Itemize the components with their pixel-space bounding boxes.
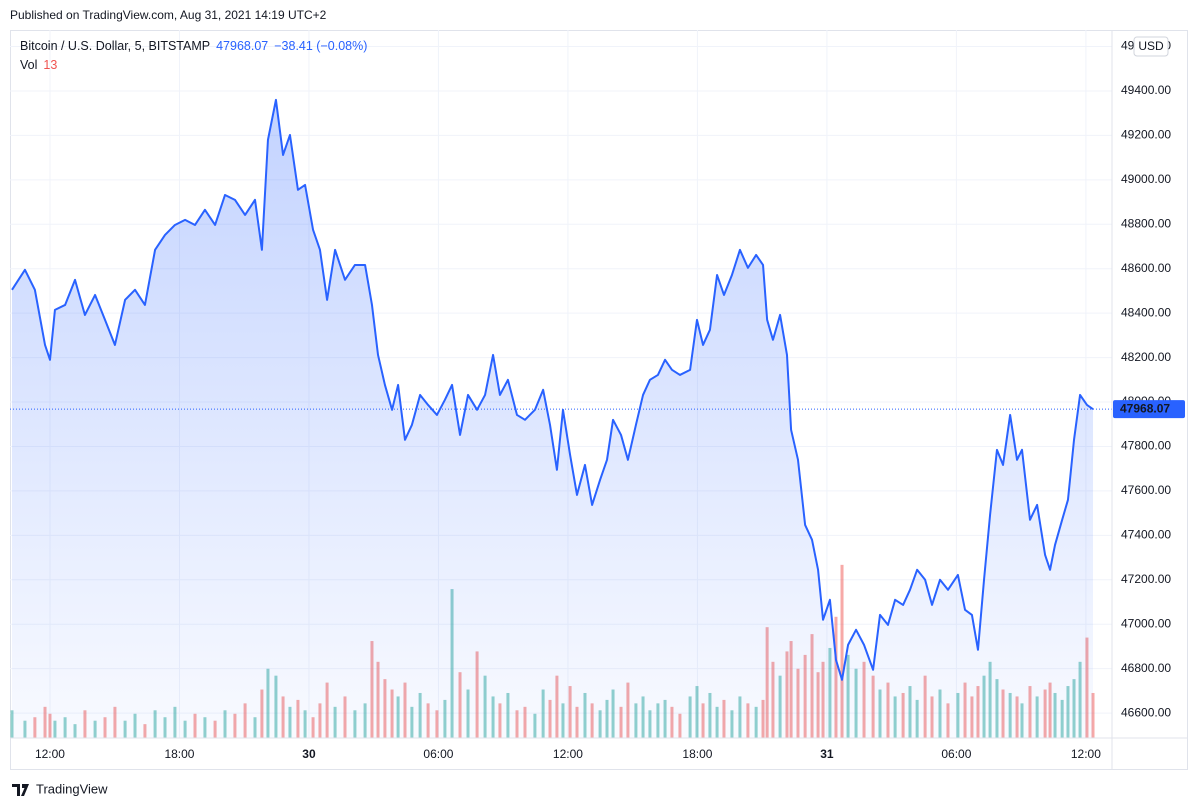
price-line xyxy=(11,98,1094,681)
y-tick-label: 47200.00 xyxy=(1121,572,1171,586)
last-price: 47968.07 xyxy=(216,39,268,53)
x-tick-label: 12:00 xyxy=(1071,747,1101,761)
price-layer xyxy=(10,98,1112,738)
symbol: Bitcoin / U.S. Dollar, 5, BITSTAMP xyxy=(20,39,210,53)
x-tick-label: 12:00 xyxy=(553,747,583,761)
y-tick-label: 49400.00 xyxy=(1121,83,1171,97)
price-area xyxy=(12,99,1094,738)
y-tick-label: 47000.00 xyxy=(1121,616,1171,630)
y-tick-label: 48200.00 xyxy=(1121,350,1171,364)
y-tick-label: 48600.00 xyxy=(1121,261,1171,275)
y-tick-label: 47600.00 xyxy=(1121,483,1171,497)
y-tick-label: 49000.00 xyxy=(1121,172,1171,186)
last-price-box xyxy=(1113,400,1185,419)
y-tick-label: 46800.00 xyxy=(1121,661,1171,675)
x-tick-label: 06:00 xyxy=(941,747,971,761)
price-change: −38.41 (−0.08%) xyxy=(274,39,367,53)
volume-name: Vol xyxy=(20,58,37,72)
logo-icon xyxy=(12,784,29,796)
currency-button[interactable] xyxy=(1133,36,1169,57)
footer-brand: TradingView xyxy=(36,781,108,796)
x-tick-label: 30 xyxy=(302,747,316,761)
y-tick-label: 47400.00 xyxy=(1121,528,1171,542)
y-tick-label: 48800.00 xyxy=(1121,216,1171,230)
chart-frame xyxy=(10,30,1188,770)
x-tick-label: 06:00 xyxy=(423,747,453,761)
y-tick-label: 47800.00 xyxy=(1121,439,1171,453)
volume-last: 13 xyxy=(43,58,57,72)
volume-legend: Vol 13 xyxy=(20,58,57,72)
x-tick-label: 31 xyxy=(820,747,834,761)
x-tick-label: 12:00 xyxy=(35,747,65,761)
x-tick-label: 18:00 xyxy=(164,747,194,761)
currency-label[interactable]: USD xyxy=(1138,39,1164,53)
y-tick-label: 49200.00 xyxy=(1121,128,1171,142)
footer-logo: TradingView xyxy=(12,781,108,796)
last-price-label: 47968.07 xyxy=(1120,401,1170,415)
x-tick-label: 18:00 xyxy=(682,747,712,761)
legend-line: Bitcoin / U.S. Dollar, 5, BITSTAMP 47968.… xyxy=(20,39,367,53)
y-tick-label: 46600.00 xyxy=(1121,705,1171,719)
published-note: Published on TradingView.com, Aug 31, 20… xyxy=(10,8,327,22)
volume-bar xyxy=(840,564,844,738)
y-tick-label: 48400.00 xyxy=(1121,305,1171,319)
